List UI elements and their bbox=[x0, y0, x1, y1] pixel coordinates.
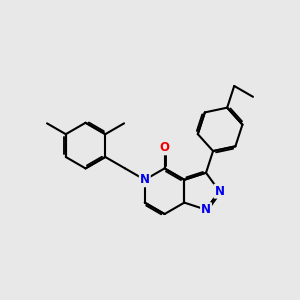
Text: N: N bbox=[201, 203, 211, 216]
Text: O: O bbox=[160, 141, 170, 154]
Text: N: N bbox=[140, 173, 150, 186]
Text: N: N bbox=[214, 185, 224, 198]
